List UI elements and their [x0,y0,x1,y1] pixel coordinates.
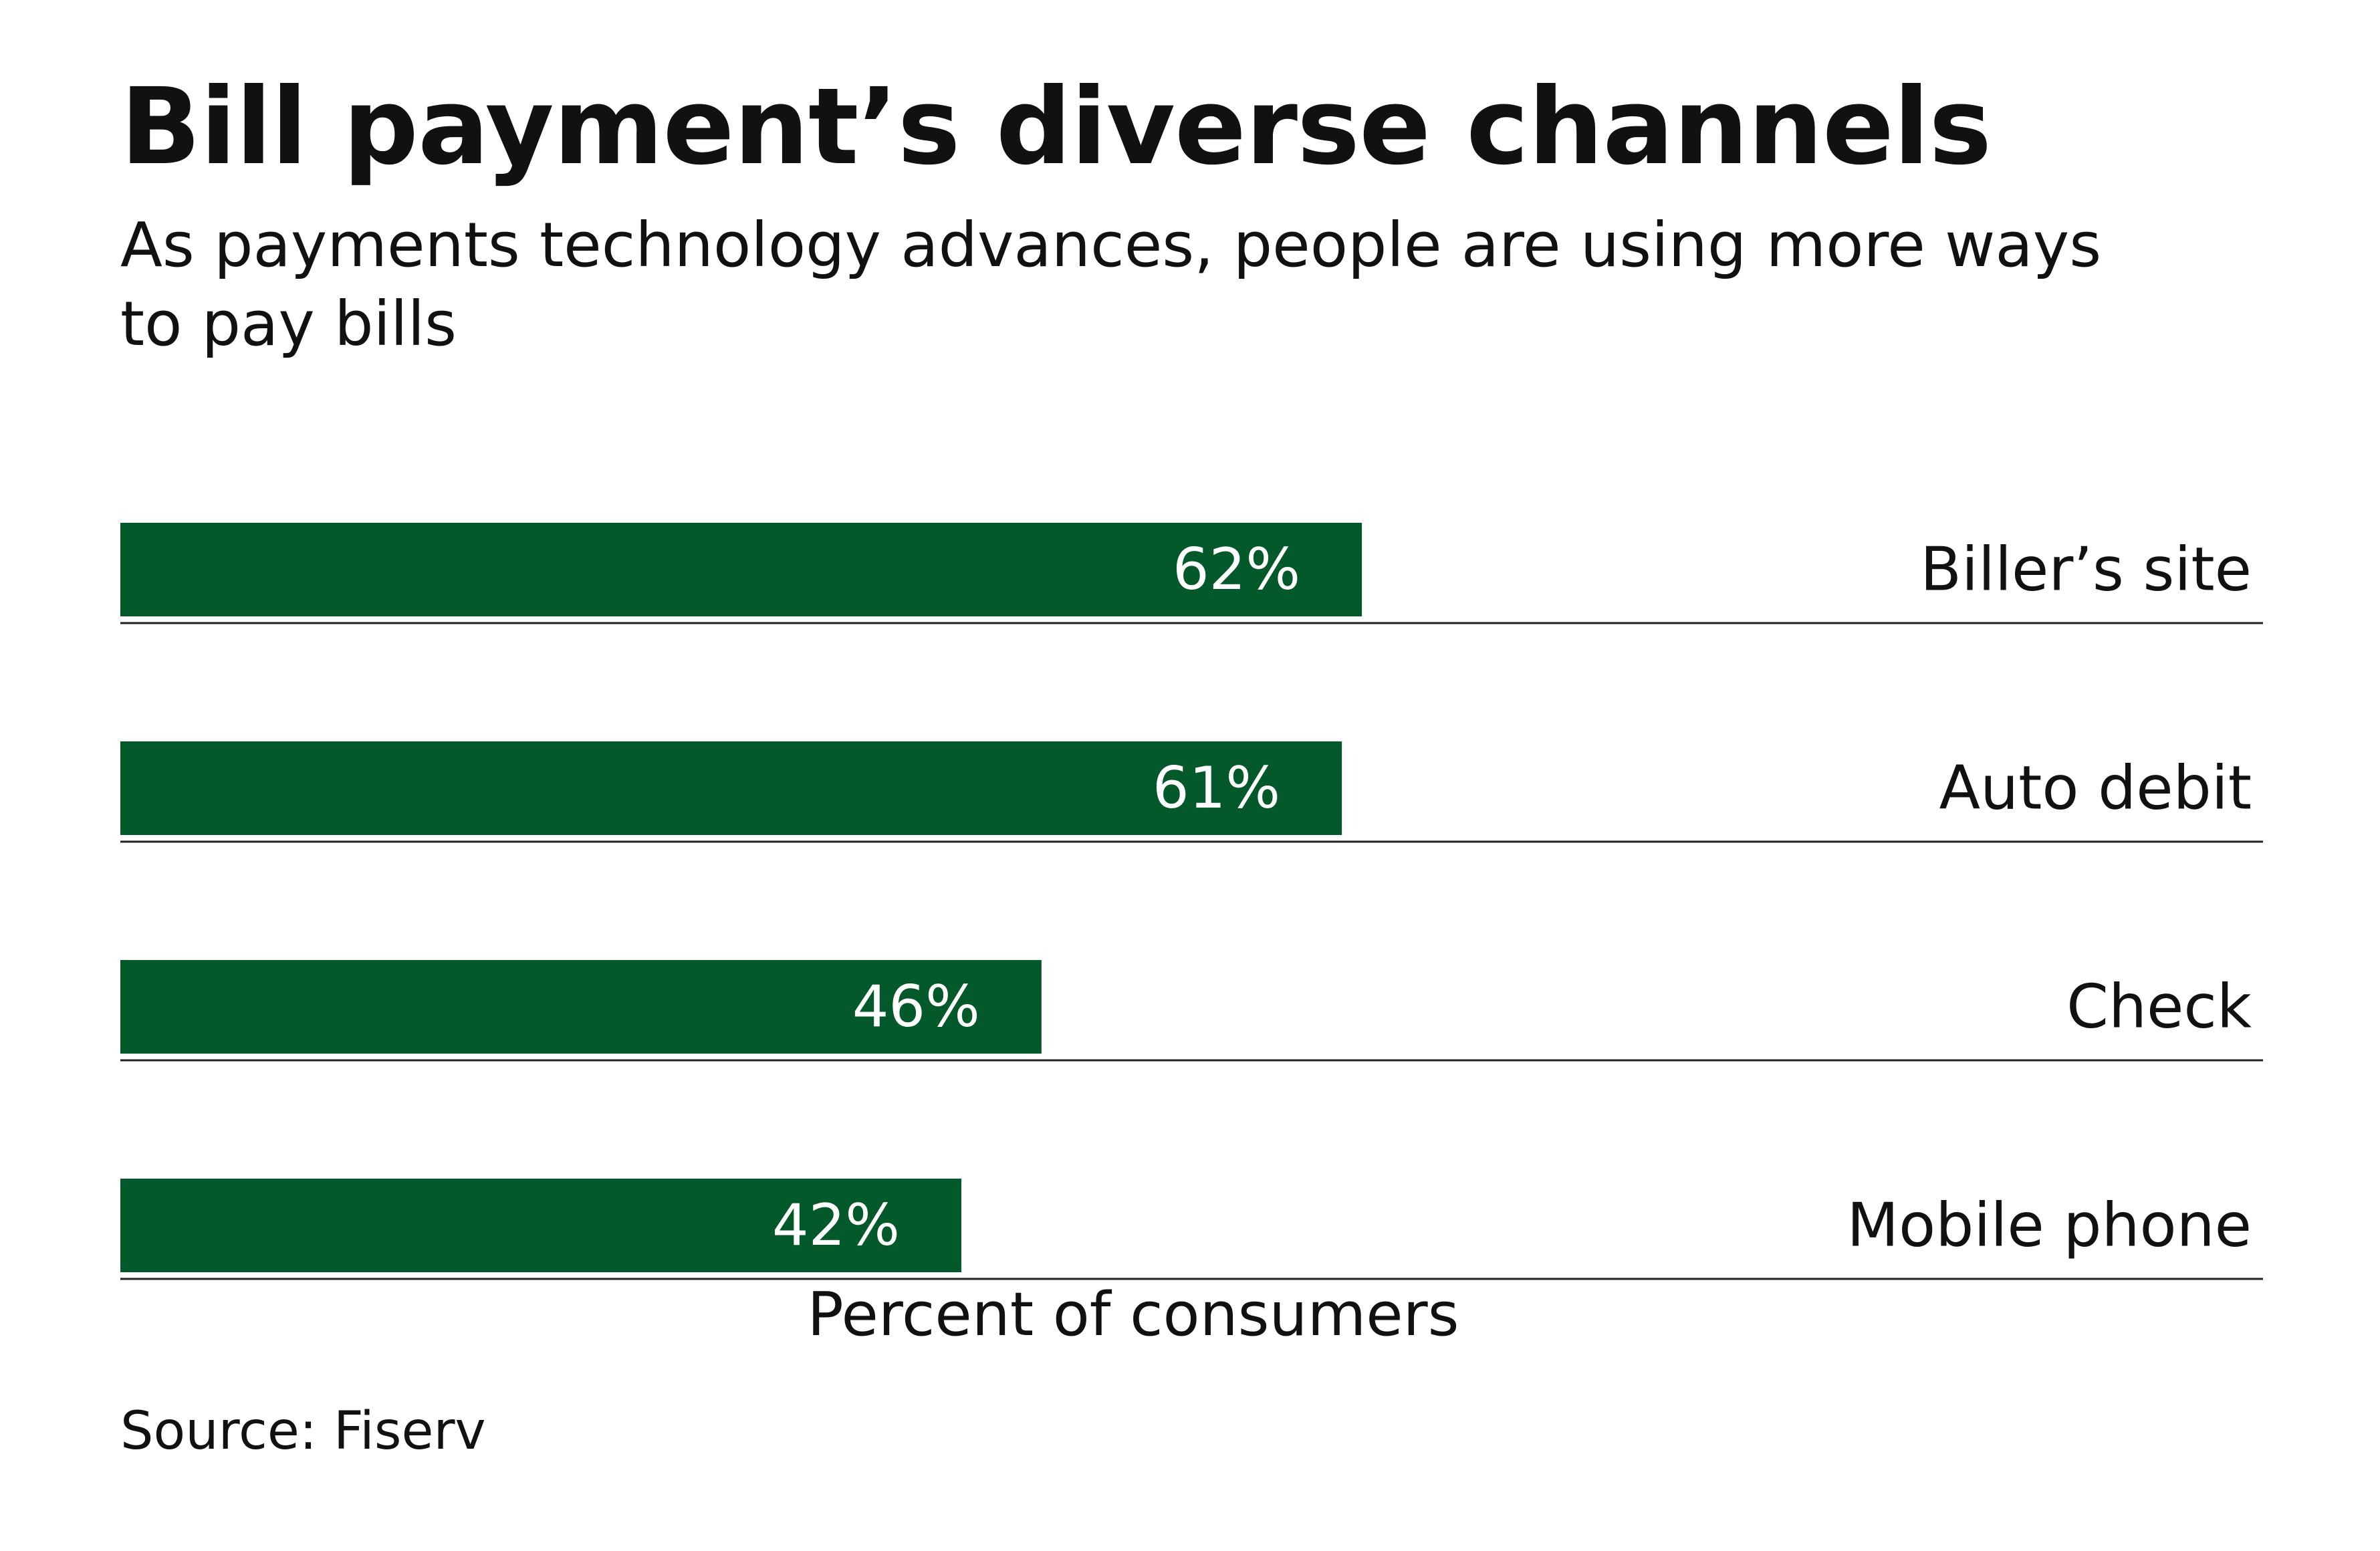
value-label-3: 42% [772,1192,900,1259]
category-label-1: Auto debit [1939,753,2252,824]
category-label-0: Biller’s site [1920,535,2252,605]
bar-1 [120,741,1342,835]
value-label-1: 61% [1153,755,1280,822]
value-label-0: 62% [1173,536,1300,603]
chart-subtitle: As payments technology advances, people … [120,209,2102,360]
chart-title: Bill payment’s diverse channels [120,66,1992,189]
bar-0 [120,523,1362,616]
value-label-2: 46% [852,973,980,1040]
bar-2 [120,960,1042,1054]
x-axis-label: Percent of consumers [807,1280,1459,1350]
bar-3 [120,1179,962,1272]
category-label-2: Check [2066,972,2252,1042]
category-label-3: Mobile phone [1847,1191,2252,1261]
source-note: Source: Fiserv [120,1401,486,1461]
